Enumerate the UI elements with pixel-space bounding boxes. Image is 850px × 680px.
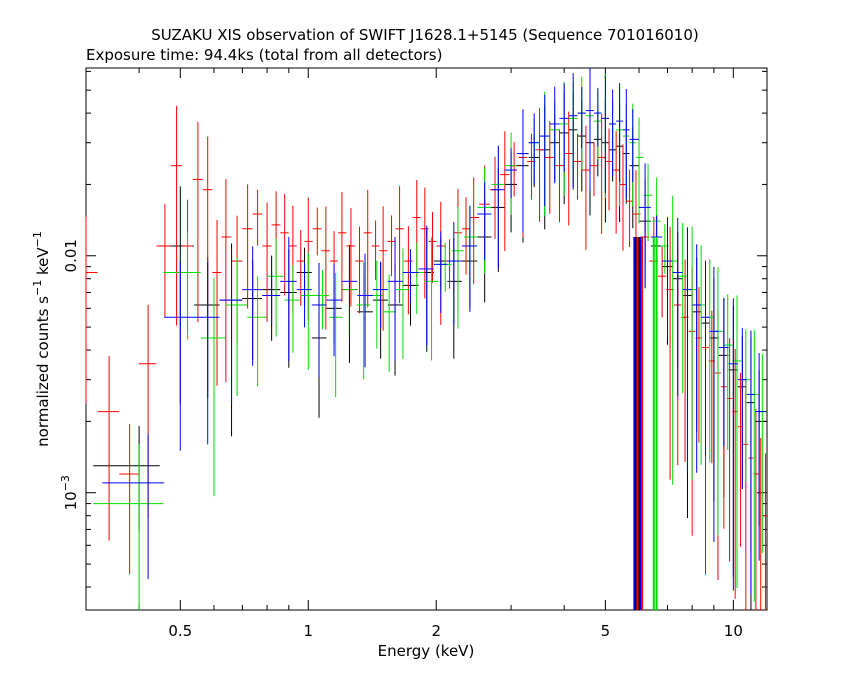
x-tick-label: 1 xyxy=(303,622,313,640)
x-tick-label: 5 xyxy=(601,622,611,640)
x-axis-label: Energy (keV) xyxy=(378,642,475,660)
y-tick-label: 0.01 xyxy=(62,239,80,272)
series-green xyxy=(93,73,767,610)
chart-title: SUZAKU XIS observation of SWIFT J1628.1+… xyxy=(151,26,699,44)
data-series xyxy=(85,68,767,610)
x-tick-label: 0.5 xyxy=(168,622,192,640)
axis-ticks xyxy=(85,68,767,610)
y-axis-label-exp1: −1 xyxy=(31,280,44,296)
tick-labels: 0.5 1 2 5 10 10−3 0.01 xyxy=(59,239,743,640)
y-axis-label-main: normalized counts s xyxy=(34,296,52,447)
series-blue xyxy=(102,68,767,595)
series-red xyxy=(85,105,767,610)
y-axis-label: normalized counts s−1 keV−1 xyxy=(31,231,52,447)
dropout-bins xyxy=(633,237,658,610)
chart-subtitle: Exposure time: 94.4ks (total from all de… xyxy=(86,46,442,64)
x-tick-label: 2 xyxy=(431,622,441,640)
x-tick-label: 10 xyxy=(724,622,743,640)
series-black xyxy=(93,91,767,610)
y-axis-label-exp2: −1 xyxy=(31,231,44,247)
y-tick-label: 10−3 xyxy=(59,475,80,510)
y-axis-label-mid: keV xyxy=(34,247,52,280)
